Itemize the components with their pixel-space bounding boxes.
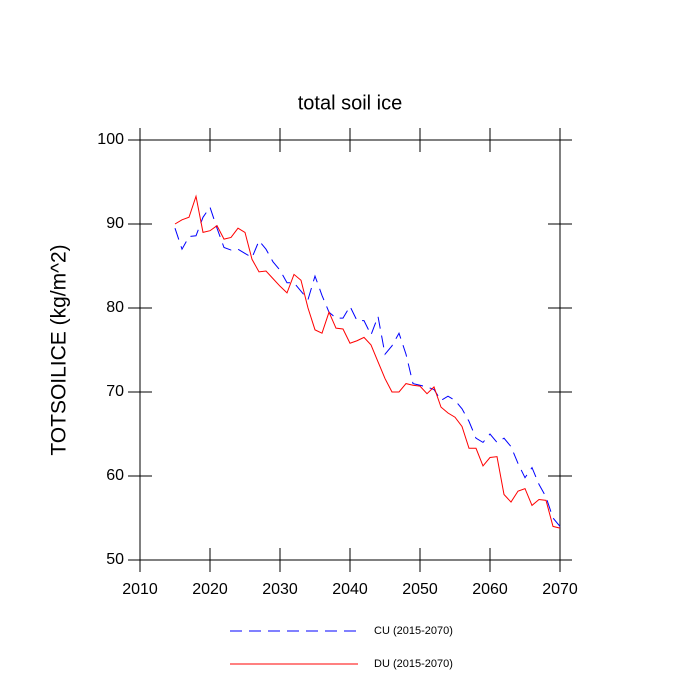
x-tick-label: 2010 bbox=[122, 581, 158, 598]
x-tick-label: 2060 bbox=[472, 581, 508, 598]
y-tick-label: 60 bbox=[106, 467, 124, 484]
x-tick-label: 2020 bbox=[192, 581, 228, 598]
y-tick-label: 80 bbox=[106, 299, 124, 316]
y-tick-label: 90 bbox=[106, 215, 124, 232]
plot-frame bbox=[139, 139, 561, 561]
x-tick-label: 2070 bbox=[542, 581, 578, 598]
y-tick-label: 50 bbox=[106, 551, 124, 568]
y-axis-label: TOTSOILICE (kg/m^2) bbox=[48, 244, 71, 455]
x-tick-label: 2040 bbox=[332, 581, 368, 598]
legend-label: CU (2015-2070) bbox=[374, 625, 453, 637]
x-tick-label: 2050 bbox=[402, 581, 438, 598]
chart-title: total soil ice bbox=[298, 92, 403, 114]
y-tick-label: 100 bbox=[97, 131, 124, 148]
y-tick-label: 70 bbox=[106, 383, 124, 400]
series-line bbox=[174, 206, 561, 527]
x-tick-label: 2030 bbox=[262, 581, 298, 598]
series-line bbox=[174, 194, 561, 529]
legend-label: DU (2015-2070) bbox=[374, 658, 453, 670]
